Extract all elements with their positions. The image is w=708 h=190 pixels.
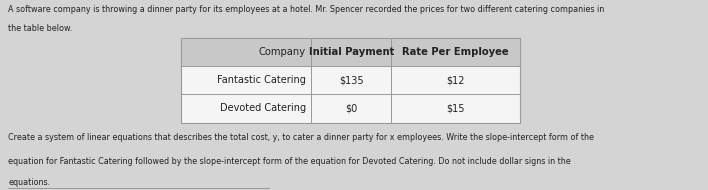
Text: Rate Per Employee: Rate Per Employee xyxy=(402,47,509,57)
Text: $0: $0 xyxy=(346,104,358,113)
FancyBboxPatch shape xyxy=(181,38,520,66)
Text: Company: Company xyxy=(258,47,306,57)
Text: Fantastic Catering: Fantastic Catering xyxy=(217,75,306,85)
Text: A software company is throwing a dinner party for its employees at a hotel. Mr. : A software company is throwing a dinner … xyxy=(8,5,605,14)
Text: $15: $15 xyxy=(447,104,465,113)
Text: Devoted Catering: Devoted Catering xyxy=(219,104,306,113)
Text: equation for Fantastic Catering followed by the slope-intercept form of the equa: equation for Fantastic Catering followed… xyxy=(8,157,571,166)
Text: equations.: equations. xyxy=(8,178,50,187)
Text: $12: $12 xyxy=(447,75,465,85)
Text: Initial Payment: Initial Payment xyxy=(309,47,394,57)
FancyBboxPatch shape xyxy=(181,38,520,123)
Text: the table below.: the table below. xyxy=(8,24,73,33)
Text: $135: $135 xyxy=(339,75,364,85)
Text: Create a system of linear equations that describes the total cost, y, to cater a: Create a system of linear equations that… xyxy=(8,133,595,142)
